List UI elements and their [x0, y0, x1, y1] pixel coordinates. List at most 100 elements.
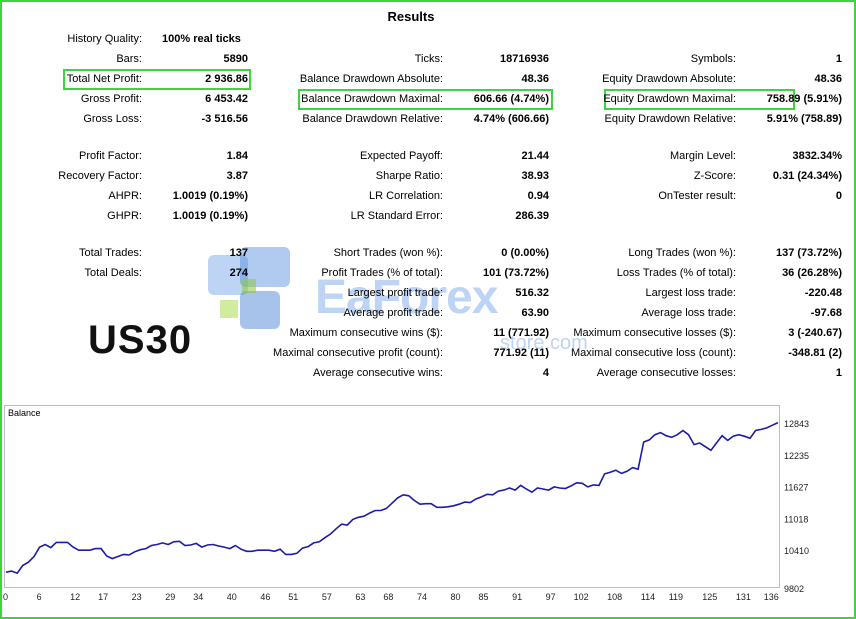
col2-stat-value: 11 (771.92) [493, 327, 549, 339]
col3-stat-label: Z-Score: [693, 170, 736, 182]
x-tick-label: 97 [546, 592, 556, 602]
col3-stat-value: 137 (73.72%) [775, 247, 842, 259]
col3-stat-value: 0 [835, 190, 842, 202]
col2-stat-label: Ticks: [414, 53, 443, 65]
x-tick-label: 80 [451, 592, 461, 602]
col1-stat-label: Recovery Factor: [58, 170, 142, 182]
x-tick-label: 102 [574, 592, 589, 602]
col2-stat-value: 21.44 [521, 150, 549, 162]
col1-stat-value: 6 453.42 [205, 93, 248, 105]
col2-stat-value: 63.90 [521, 307, 549, 319]
col1-stat-value: 2 936.86 [205, 73, 248, 85]
col1-stat-value: 1.0019 (0.19%) [172, 190, 248, 202]
col3-stat-label: Maximum consecutive losses ($): [573, 327, 736, 339]
col2-stat-value: 38.93 [521, 170, 549, 182]
x-tick-label: 6 [37, 592, 42, 602]
history-quality-label: History Quality: [67, 33, 142, 45]
col3-stat-value: -348.81 (2) [788, 347, 842, 359]
col1-stat-label: Total Trades: [79, 247, 142, 259]
brand-logo-icon [208, 247, 290, 329]
x-tick-label: 85 [479, 592, 489, 602]
balance-chart-frame [4, 405, 780, 588]
col2-stat-label: Balance Drawdown Relative: [302, 113, 443, 125]
col3-stat-value: 48.36 [814, 73, 842, 85]
chart-title: Balance [8, 408, 41, 418]
col2-stat-value: 606.66 (4.74%) [473, 93, 549, 105]
x-tick-label: 125 [702, 592, 717, 602]
col2-stat-label: Balance Drawdown Maximal: [301, 93, 443, 105]
y-tick-label: 10410 [784, 546, 809, 556]
col1-stat-label: Total Deals: [84, 267, 142, 279]
balance-series-line [5, 421, 779, 575]
col3-stat-value: 5.91% (758.89) [766, 113, 842, 125]
col2-stat-value: 101 (73.72%) [482, 267, 549, 279]
col1-stat-value: 137 [229, 247, 248, 259]
col2-stat-label: Average consecutive wins: [312, 367, 443, 379]
x-tick-label: 34 [193, 592, 203, 602]
col2-stat-label: Balance Drawdown Absolute: [299, 73, 443, 85]
col2-stat-value: 0 (0.00%) [501, 247, 549, 259]
col3-stat-label: Loss Trades (% of total): [616, 267, 736, 279]
col1-stat-label: Gross Profit: [80, 93, 142, 105]
x-tick-label: 46 [260, 592, 270, 602]
col3-stat-value: 3832.34% [792, 150, 842, 162]
col2-stat-label: Average profit trade: [343, 307, 443, 319]
highlight-equity-dd-max [604, 89, 795, 110]
col3-stat-value: 36 (26.28%) [782, 267, 842, 279]
col3-stat-label: Symbols: [690, 53, 736, 65]
col1-stat-value: 3.87 [226, 170, 248, 182]
x-tick-label: 63 [355, 592, 365, 602]
y-tick-label: 11018 [784, 514, 808, 524]
highlight-net-profit [63, 69, 251, 90]
x-tick-label: 74 [417, 592, 427, 602]
col2-stat-value: 286.39 [515, 210, 549, 222]
col1-stat-label: Profit Factor: [79, 150, 142, 162]
col2-stat-label: LR Correlation: [369, 190, 443, 202]
col3-stat-value: 3 (-240.67) [788, 327, 842, 339]
x-tick-label: 17 [98, 592, 108, 602]
x-tick-label: 108 [607, 592, 622, 602]
col2-stat-value: 0.94 [527, 190, 549, 202]
col3-stat-value: -97.68 [810, 307, 842, 319]
col2-stat-label: Expected Payoff: [360, 150, 443, 162]
col2-stat-label: LR Standard Error: [350, 210, 443, 222]
highlight-balance-dd-max [298, 89, 553, 110]
col2-stat-label: Largest profit trade: [347, 287, 443, 299]
col3-stat-value: -220.48 [804, 287, 842, 299]
x-tick-label: 114 [641, 592, 655, 602]
col1-stat-value: 1.84 [226, 150, 248, 162]
col3-stat-label: Equity Drawdown Relative: [604, 113, 736, 125]
col3-stat-value: 758.89 (5.91%) [766, 93, 842, 105]
report-title: Results [387, 9, 435, 24]
col3-stat-label: Maximal consecutive loss (count): [570, 347, 736, 359]
col2-stat-label: Profit Trades (% of total): [321, 267, 443, 279]
col1-stat-value: 5890 [223, 53, 248, 65]
history-quality-value: 100% real ticks [162, 33, 241, 45]
x-tick-label: 136 [764, 592, 779, 602]
x-tick-label: 51 [288, 592, 298, 602]
x-tick-label: 91 [512, 592, 522, 602]
col1-stat-label: Total Net Profit: [66, 73, 142, 85]
col3-stat-label: Equity Drawdown Maximal: [603, 93, 736, 105]
col1-stat-value: 274 [229, 267, 248, 279]
col3-stat-label: Equity Drawdown Absolute: [602, 73, 736, 85]
x-tick-label: 0 [3, 592, 8, 602]
watermark-brand: EaForex [315, 271, 498, 324]
col3-stat-label: Average loss trade: [641, 307, 736, 319]
symbol-title: US30 [88, 318, 193, 362]
col2-stat-value: 4 [542, 367, 549, 379]
col1-stat-value: -3 516.56 [201, 113, 248, 125]
col2-stat-label: Maximum consecutive wins ($): [289, 327, 443, 339]
y-tick-label: 11627 [784, 483, 808, 493]
x-tick-label: 68 [383, 592, 393, 602]
col2-stat-value: 4.74% (606.66) [473, 113, 549, 125]
y-tick-label: 12843 [784, 419, 809, 429]
col2-stat-label: Maximal consecutive profit (count): [273, 347, 443, 359]
col1-stat-label: GHPR: [107, 210, 142, 222]
col3-stat-label: Margin Level: [669, 150, 736, 162]
col2-stat-value: 771.92 (11) [493, 347, 549, 359]
x-tick-label: 119 [669, 592, 683, 602]
col1-stat-label: AHPR: [108, 190, 142, 202]
